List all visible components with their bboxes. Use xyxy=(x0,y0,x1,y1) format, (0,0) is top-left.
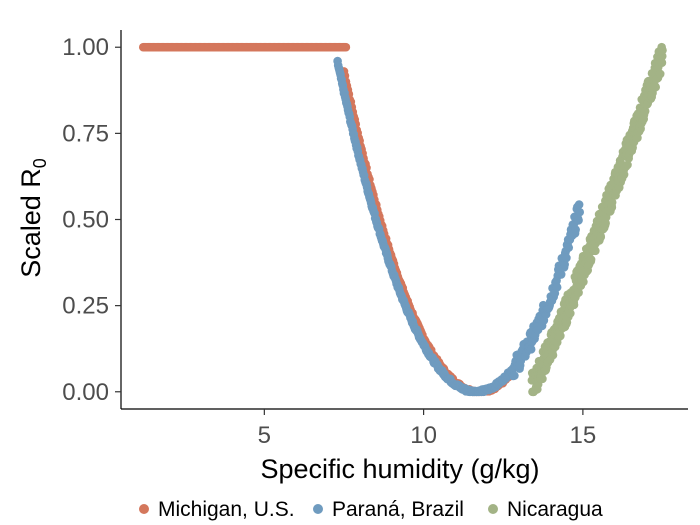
plot-points xyxy=(138,42,667,397)
parana-point xyxy=(560,260,569,269)
legend: Michigan, U.S. Paraná, Brazil Nicaragua xyxy=(139,498,603,521)
parana-point xyxy=(526,345,536,354)
x-tick-label: 15 xyxy=(570,422,597,449)
nicaragua-point xyxy=(657,58,667,67)
x-tick-label: 10 xyxy=(410,422,437,449)
y-tick-label: 1.00 xyxy=(62,34,109,61)
parana-point xyxy=(575,207,584,217)
nicaragua-point xyxy=(586,255,596,264)
nicaragua-point xyxy=(619,170,629,179)
nicaragua-point xyxy=(566,309,575,318)
legend-label: Michigan, U.S. xyxy=(158,498,295,521)
parana-point xyxy=(556,270,566,279)
y-axis-ticks: 0.00 0.25 0.50 0.75 1.00 xyxy=(62,34,121,406)
parana-point xyxy=(574,200,584,209)
parana-point xyxy=(571,225,580,234)
y-axis-title-subscript: 0 xyxy=(30,158,50,168)
nicaragua-point xyxy=(655,69,665,79)
x-tick-label: 5 xyxy=(258,422,271,449)
nicaragua-point xyxy=(574,288,583,297)
y-tick-label: 0.00 xyxy=(62,379,109,406)
parana-point xyxy=(510,371,519,380)
nicaragua-point xyxy=(596,232,606,242)
parana-point xyxy=(574,216,583,225)
y-axis-title: Scaled R0 xyxy=(16,158,50,278)
nicaragua-point xyxy=(579,277,588,287)
nicaragua-point xyxy=(548,350,558,360)
x-axis-ticks: 5 10 15 xyxy=(258,409,597,449)
legend-marker xyxy=(313,504,323,514)
nicaragua-point xyxy=(658,45,667,55)
legend-marker xyxy=(488,504,498,514)
nicaragua-point xyxy=(538,374,547,384)
nicaragua-point xyxy=(640,106,650,116)
parana-point xyxy=(564,243,574,252)
nicaragua-point xyxy=(607,197,617,207)
nicaragua-point xyxy=(623,160,632,170)
y-tick-label: 0.50 xyxy=(62,207,109,234)
michigan-point xyxy=(341,42,351,52)
parana-point xyxy=(562,253,571,263)
y-tick-label: 0.25 xyxy=(62,293,109,320)
x-axis-title: Specific humidity (g/kg) xyxy=(260,454,539,484)
nicaragua-point xyxy=(651,82,660,92)
nicaragua-point xyxy=(556,331,565,341)
y-axis-title-main: Scaled R xyxy=(16,168,46,278)
nicaragua-point xyxy=(591,246,600,256)
legend-marker xyxy=(139,504,149,514)
legend-label: Paraná, Brazil xyxy=(332,498,464,521)
legend-label: Nicaragua xyxy=(507,498,603,521)
parana-point xyxy=(552,282,562,292)
y-tick-label: 0.75 xyxy=(62,120,109,147)
